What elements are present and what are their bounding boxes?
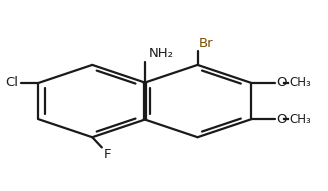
Text: Cl: Cl bbox=[5, 76, 18, 89]
Text: NH₂: NH₂ bbox=[149, 47, 174, 60]
Text: CH₃: CH₃ bbox=[289, 76, 311, 89]
Text: O: O bbox=[277, 113, 287, 126]
Text: F: F bbox=[103, 148, 111, 161]
Text: O: O bbox=[277, 76, 287, 89]
Text: Br: Br bbox=[199, 37, 214, 50]
Text: CH₃: CH₃ bbox=[289, 113, 311, 126]
